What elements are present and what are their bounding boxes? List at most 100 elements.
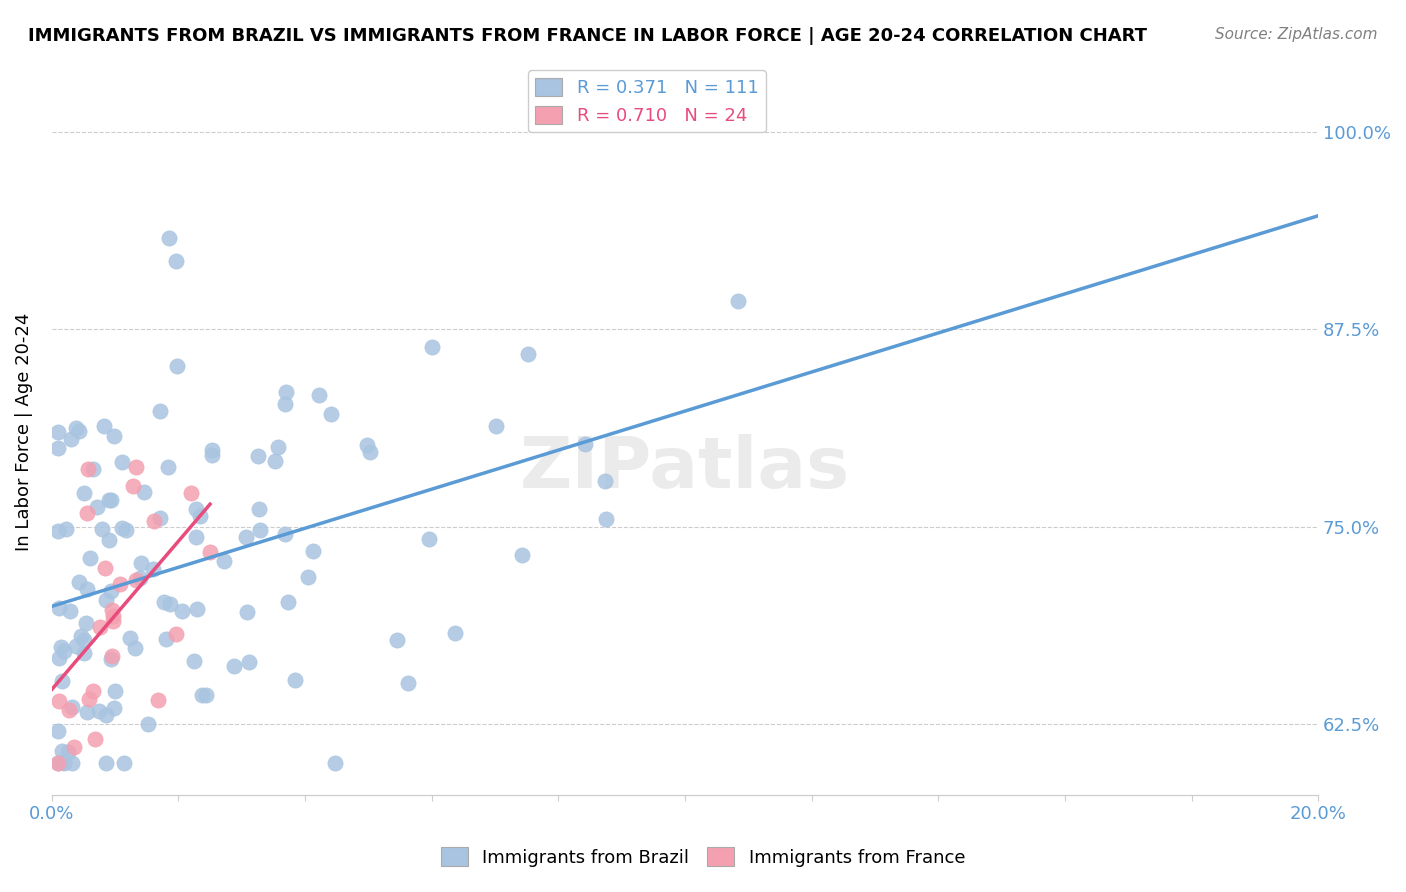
Point: [274, 397, 297, 411]
Point: [94, 708, 117, 723]
Point: [235, 530, 257, 544]
Point: [149, 403, 172, 417]
Point: [136, 716, 159, 731]
Point: [103, 701, 125, 715]
Point: [238, 656, 260, 670]
Point: [60, 700, 83, 714]
Point: [396, 675, 419, 690]
Point: [46, 524, 69, 538]
Point: [46, 723, 69, 738]
Point: [356, 438, 378, 452]
Point: [52, 755, 75, 769]
Point: [67, 575, 90, 590]
Point: [48, 694, 70, 708]
Point: [53, 756, 76, 771]
Point: [156, 460, 179, 475]
Point: [90, 522, 112, 536]
Point: [100, 492, 122, 507]
Point: [166, 359, 188, 373]
Point: [172, 604, 194, 618]
Point: [73, 485, 96, 500]
Point: [67, 424, 90, 438]
Point: [593, 475, 616, 489]
Point: [267, 440, 290, 454]
Point: [77, 462, 100, 476]
Text: IMMIGRANTS FROM BRAZIL VS IMMIGRANTS FROM FRANCE IN LABOR FORCE | AGE 20-24 CORR: IMMIGRANTS FROM BRAZIL VS IMMIGRANTS FRO…: [28, 27, 1147, 45]
Point: [86, 500, 108, 514]
Point: [124, 641, 146, 656]
Point: [186, 602, 208, 616]
Point: [517, 347, 540, 361]
Point: [727, 294, 749, 309]
Point: [51, 744, 73, 758]
Point: [48, 651, 70, 665]
Point: [112, 756, 135, 771]
Point: [195, 689, 218, 703]
Point: [297, 570, 319, 584]
Point: [98, 493, 121, 508]
Point: [201, 448, 224, 462]
Point: [83, 732, 105, 747]
Point: [103, 429, 125, 443]
Point: [125, 573, 148, 587]
Point: [420, 340, 443, 354]
Legend: Immigrants from Brazil, Immigrants from France: Immigrants from Brazil, Immigrants from …: [433, 840, 973, 874]
Point: [235, 605, 257, 619]
Text: ZIPatlas: ZIPatlas: [520, 434, 851, 502]
Point: [190, 688, 212, 702]
Point: [98, 533, 121, 547]
Point: [48, 601, 70, 615]
Point: [51, 673, 73, 688]
Point: [56, 745, 79, 759]
Point: [46, 756, 69, 771]
Point: [155, 632, 177, 646]
Point: [46, 441, 69, 455]
Y-axis label: In Labor Force | Age 20-24: In Labor Force | Age 20-24: [15, 312, 32, 551]
Point: [277, 595, 299, 609]
Point: [115, 523, 138, 537]
Point: [75, 615, 97, 630]
Point: [79, 551, 101, 566]
Point: [224, 659, 246, 673]
Point: [165, 627, 187, 641]
Point: [94, 561, 117, 575]
Point: [247, 502, 270, 516]
Point: [198, 545, 221, 559]
Point: [101, 614, 124, 628]
Point: [284, 673, 307, 687]
Point: [125, 459, 148, 474]
Point: [249, 523, 271, 537]
Point: [188, 508, 211, 523]
Point: [51, 640, 73, 655]
Point: [146, 692, 169, 706]
Point: [46, 425, 69, 439]
Point: [274, 385, 297, 400]
Point: [302, 544, 325, 558]
Point: [132, 484, 155, 499]
Point: [59, 604, 82, 618]
Point: [512, 548, 534, 562]
Point: [104, 683, 127, 698]
Point: [418, 532, 440, 546]
Point: [96, 593, 118, 607]
Point: [60, 432, 83, 446]
Point: [76, 705, 98, 719]
Point: [63, 740, 86, 755]
Point: [159, 597, 181, 611]
Point: [46, 756, 69, 771]
Point: [73, 632, 96, 647]
Point: [89, 704, 111, 718]
Point: [77, 691, 100, 706]
Point: [263, 454, 285, 468]
Point: [157, 231, 180, 245]
Point: [53, 644, 76, 658]
Point: [183, 654, 205, 668]
Text: Source: ZipAtlas.com: Source: ZipAtlas.com: [1215, 27, 1378, 42]
Point: [274, 527, 297, 541]
Point: [101, 602, 124, 616]
Point: [323, 756, 346, 771]
Point: [574, 437, 596, 451]
Point: [76, 506, 98, 520]
Point: [142, 562, 165, 576]
Point: [359, 445, 381, 459]
